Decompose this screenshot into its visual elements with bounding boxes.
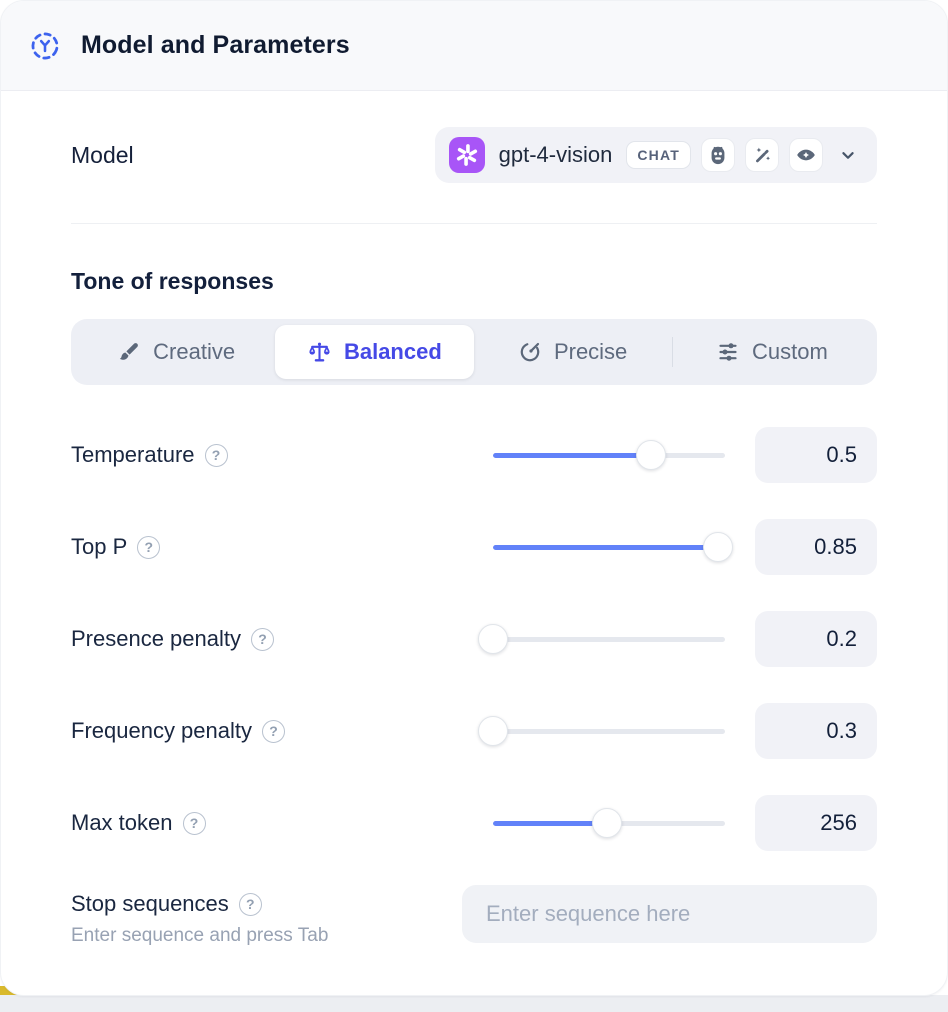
parameter-label: Presence penalty xyxy=(71,626,241,651)
slider-track xyxy=(493,636,725,642)
parameter-slider[interactable] xyxy=(493,807,725,839)
help-icon[interactable]: ? xyxy=(238,892,262,916)
chevron-down-icon xyxy=(833,144,863,166)
tone-option-label: Creative xyxy=(153,339,236,364)
stop-sequences-label: Stop sequences xyxy=(71,891,229,916)
tone-option-label: Balanced xyxy=(343,339,442,364)
balance-scale-icon xyxy=(307,340,332,365)
slider-thumb[interactable] xyxy=(478,624,508,654)
stop-sequences-helper: Enter sequence and press Tab xyxy=(71,925,329,946)
openai-logo-icon xyxy=(448,137,485,173)
tone-option-precise[interactable]: Precise xyxy=(474,325,672,379)
help-icon[interactable]: ? xyxy=(204,443,228,467)
parameter-row: Frequency penalty ? 0.3 xyxy=(71,685,877,777)
tone-option-label: Precise xyxy=(553,339,628,364)
tone-option-creative[interactable]: Creative xyxy=(77,325,275,379)
slider-thumb[interactable] xyxy=(635,440,666,470)
parameter-row: Max token ? 256 xyxy=(71,777,877,869)
stop-sequence-input[interactable] xyxy=(462,885,877,943)
robot-icon xyxy=(701,138,735,172)
parameter-slider[interactable] xyxy=(493,531,734,563)
slider-track xyxy=(493,452,725,458)
help-icon[interactable]: ? xyxy=(137,535,161,559)
model-parameters-icon xyxy=(29,30,61,62)
magic-wand-icon xyxy=(745,138,779,172)
tone-option-label: Custom xyxy=(751,339,828,364)
slider-track xyxy=(493,728,725,734)
stop-sequences-labels: Stop sequences ? Enter sequence and pres… xyxy=(71,891,328,947)
tone-heading: Tone of responses xyxy=(71,268,274,294)
paintbrush-icon xyxy=(117,340,141,364)
vision-eye-icon xyxy=(789,138,823,172)
parameter-label: Top P xyxy=(71,534,128,559)
sliders-icon xyxy=(716,340,740,364)
slider-track xyxy=(493,544,725,550)
model-label: Model xyxy=(71,141,134,168)
slider-fill xyxy=(493,544,719,550)
model-select-dropdown[interactable]: gpt-4-vision CHAT xyxy=(434,127,877,183)
parameter-label: Frequency penalty xyxy=(71,718,252,743)
tone-option-custom[interactable]: Custom xyxy=(673,325,871,379)
help-icon[interactable]: ? xyxy=(251,627,274,651)
panel-header: Model and Parameters xyxy=(1,1,947,91)
parameter-slider[interactable] xyxy=(493,439,725,471)
selected-model-name: gpt-4-vision xyxy=(498,142,613,167)
parameter-row: Top P ? 0.85 xyxy=(71,501,877,593)
slider-thumb[interactable] xyxy=(703,532,734,562)
parameter-value[interactable]: 0.85 xyxy=(755,519,877,575)
tone-option-balanced[interactable]: Balanced xyxy=(275,325,474,379)
slider-fill xyxy=(493,452,651,458)
target-pen-icon xyxy=(518,340,542,364)
parameter-value[interactable]: 256 xyxy=(755,795,877,851)
model-type-badge: CHAT xyxy=(626,141,691,169)
slider-fill xyxy=(493,820,607,826)
parameter-value[interactable]: 0.2 xyxy=(755,611,877,667)
slider-thumb[interactable] xyxy=(591,808,622,838)
parameter-row: Presence penalty ? 0.2 xyxy=(71,593,877,685)
slider-thumb[interactable] xyxy=(478,716,508,746)
parameter-value[interactable]: 0.5 xyxy=(755,427,877,483)
parameter-slider[interactable] xyxy=(478,715,725,747)
page-background-strip xyxy=(0,995,948,1012)
parameter-value[interactable]: 0.3 xyxy=(755,703,877,759)
help-icon[interactable]: ? xyxy=(182,811,206,835)
parameter-row: Temperature ? 0.5 xyxy=(71,409,877,501)
panel-title: Model and Parameters xyxy=(81,31,350,59)
parameter-slider[interactable] xyxy=(478,623,725,655)
help-icon[interactable]: ? xyxy=(262,719,285,743)
parameter-label: Max token xyxy=(71,810,173,835)
tone-segmented-control: Creative Balanced xyxy=(71,319,877,385)
section-divider xyxy=(71,223,877,224)
segment-divider xyxy=(671,337,673,367)
parameters-list: Temperature ? 0.5 Top P ? 0.85 Presence … xyxy=(71,409,877,869)
parameter-label: Temperature xyxy=(71,442,195,467)
model-row: Model gpt-4-vision C xyxy=(71,127,877,183)
stop-sequences-row: Stop sequences ? Enter sequence and pres… xyxy=(71,885,877,947)
